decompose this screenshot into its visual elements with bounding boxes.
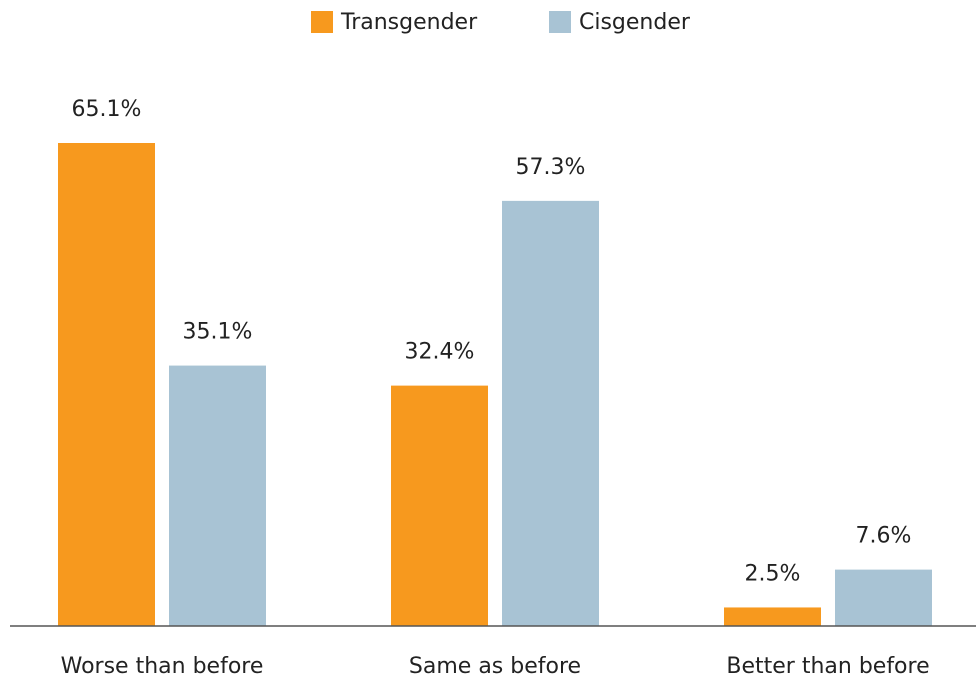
bar: [835, 569, 932, 626]
bar: [58, 143, 155, 626]
bar: [169, 365, 266, 626]
legend-swatch: [311, 11, 333, 33]
x-tick-label: Worse than before: [61, 654, 264, 679]
legend-label: Cisgender: [579, 10, 691, 35]
legend-swatch: [549, 11, 571, 33]
value-label: 65.1%: [72, 97, 142, 122]
x-tick-label: Same as before: [409, 654, 581, 679]
value-label: 57.3%: [516, 155, 586, 180]
legend-label: Transgender: [340, 10, 478, 35]
bar: [502, 200, 599, 626]
bar: [391, 385, 488, 626]
bar: [724, 607, 821, 626]
value-label: 32.4%: [405, 340, 475, 365]
value-label: 7.6%: [856, 524, 912, 549]
value-label: 35.1%: [183, 320, 253, 345]
value-label: 2.5%: [745, 561, 801, 586]
x-tick-label: Better than before: [726, 654, 929, 679]
